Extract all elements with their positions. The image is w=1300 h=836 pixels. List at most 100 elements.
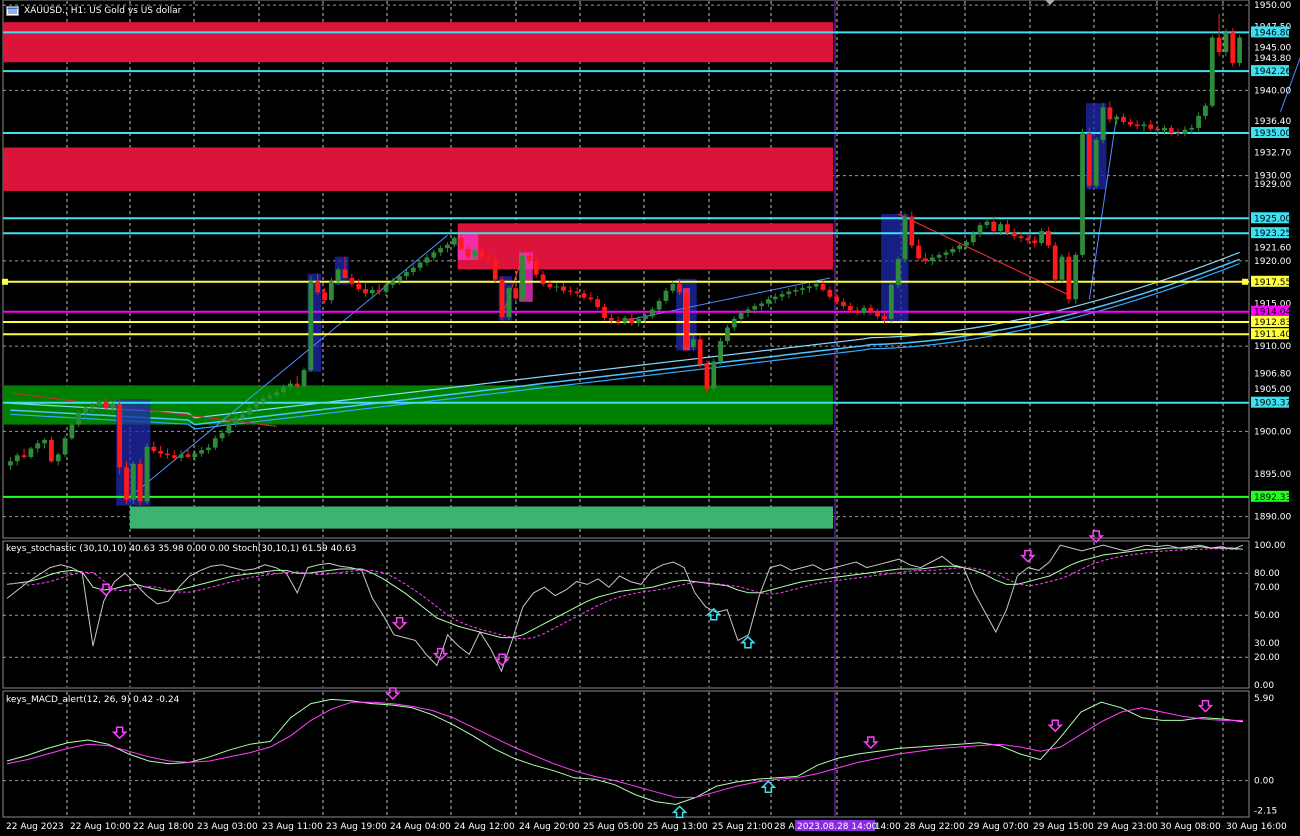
candle-body <box>731 318 737 328</box>
candle-body <box>779 294 785 297</box>
price-axis-label: 1895.00 <box>1254 470 1291 480</box>
price-axis-label: 1890.00 <box>1254 513 1291 523</box>
price-axis-label: 1903.37 <box>1254 399 1291 409</box>
candle-body <box>62 438 68 455</box>
candle-body <box>363 289 368 294</box>
arrow-down-icon <box>98 583 114 597</box>
candle-body <box>1134 124 1140 127</box>
candle-body <box>1237 37 1242 64</box>
price-axis-label: 1932.70 <box>1254 149 1291 159</box>
candle-body <box>260 398 266 403</box>
candle-body <box>137 463 143 502</box>
candle-body <box>875 312 881 317</box>
price-axis-label: -2.15 <box>1254 807 1277 817</box>
price-label-box <box>1251 396 1289 408</box>
candle-body <box>151 446 157 452</box>
candle-body <box>513 288 519 299</box>
candle-body <box>1141 124 1147 127</box>
candle-body <box>89 405 95 408</box>
candle-body <box>813 283 819 287</box>
candle-body <box>1032 240 1038 243</box>
candle-body <box>103 401 109 409</box>
candle-body <box>1039 231 1044 243</box>
x-axis-tick-label: 23 Aug 19:00 <box>326 822 387 832</box>
macd-main-line <box>6 698 1244 805</box>
price-axis-label: 1925.00 <box>1254 214 1291 224</box>
candle-body <box>492 259 498 280</box>
candle-body <box>970 233 976 243</box>
candle-body <box>527 255 532 261</box>
candle-body <box>902 216 908 260</box>
candle-body <box>253 402 259 408</box>
x-axis-tick-label: 23 Aug 11:00 <box>262 822 323 832</box>
price-label-box <box>1251 227 1289 239</box>
candle-body <box>936 254 942 258</box>
cursor-time-box <box>795 820 875 831</box>
macd-signal-line <box>6 701 1243 798</box>
price-axis-label: 1900.00 <box>1254 427 1291 437</box>
arrow-down-icon <box>111 726 128 740</box>
candle-body <box>472 250 478 257</box>
candle-body <box>868 307 874 313</box>
arrow-up-icon <box>671 805 688 819</box>
candle-body <box>1216 37 1222 53</box>
candle-body <box>615 320 621 323</box>
x-axis-tick-label: 24 Aug 20:00 <box>519 822 580 832</box>
candle-body <box>1018 236 1024 238</box>
candle-body <box>431 252 437 258</box>
stochastic-fast-line <box>6 544 1244 673</box>
candle-body <box>383 284 389 292</box>
candle-body <box>301 370 307 387</box>
arrow-up-icon <box>760 780 777 793</box>
scroll-marker-icon <box>1045 0 1055 5</box>
candle-body <box>923 258 928 261</box>
trend-line <box>897 213 1070 296</box>
candle-body <box>1162 127 1167 131</box>
candle-body <box>882 316 887 319</box>
candle-body <box>1073 254 1079 300</box>
candle-body <box>55 454 61 462</box>
candle-body <box>772 296 778 300</box>
candle-body <box>711 361 717 389</box>
candle-body <box>1127 121 1133 125</box>
candle-body <box>1052 245 1058 280</box>
price-label-box <box>1251 65 1289 77</box>
price-axis-label: 20.00 <box>1254 653 1280 663</box>
candle-body <box>322 292 327 301</box>
candle-body <box>1223 32 1229 53</box>
candle-body <box>1086 133 1092 186</box>
level-handle <box>1242 278 1248 285</box>
candle-body <box>800 288 805 290</box>
price-axis-label: 1929.00 <box>1254 180 1291 190</box>
candle-body <box>28 448 34 458</box>
candle-body <box>14 455 20 462</box>
candle-body <box>554 286 560 288</box>
candle-body <box>192 453 198 458</box>
x-axis-tick-label: 22 Aug 10:00 <box>70 822 131 832</box>
candle-body <box>595 299 601 307</box>
candle-body <box>130 463 136 500</box>
price-axis-label: 1940.00 <box>1254 86 1291 96</box>
candle-body <box>649 309 655 317</box>
candle-body <box>684 292 689 348</box>
price-axis-label: 1936.40 <box>1254 117 1291 127</box>
candle-body <box>629 318 635 324</box>
candle-body <box>677 283 683 293</box>
candle-body <box>1230 32 1236 64</box>
candle-body <box>861 307 867 313</box>
candle-body <box>424 257 430 263</box>
candle-body <box>21 455 27 458</box>
x-axis-tick-label: 23 Aug 03:00 <box>197 822 258 832</box>
candle-body <box>977 225 983 234</box>
candle-body <box>240 414 245 418</box>
x-axis-tick-label: 25 Aug 21:00 <box>712 822 773 832</box>
candle-body <box>718 341 723 362</box>
candle-body <box>888 284 894 319</box>
candle-body <box>144 446 150 502</box>
price-axis-label: 1910.00 <box>1254 342 1291 352</box>
candle-body <box>704 364 710 389</box>
candle-body <box>697 339 703 365</box>
candle-body <box>656 300 662 310</box>
candle-body <box>1080 133 1085 255</box>
